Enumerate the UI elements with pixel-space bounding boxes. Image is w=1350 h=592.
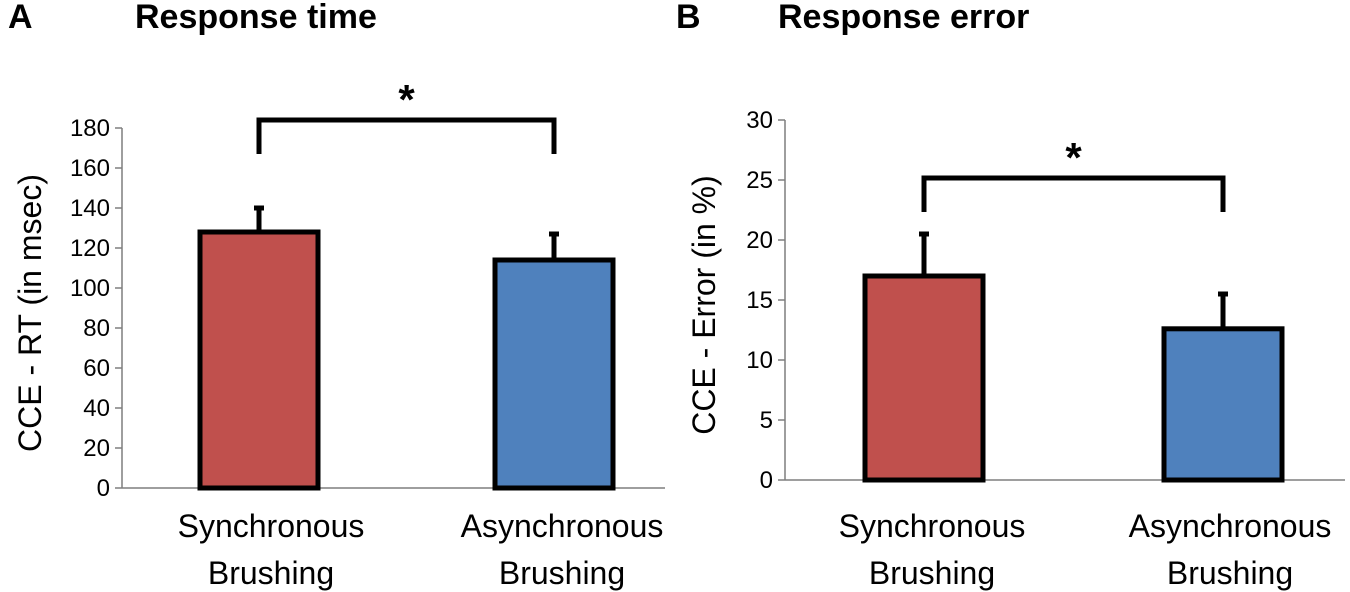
y-tick-label: 5 [760,407,773,434]
y-tick-label: 10 [746,347,773,374]
significance-star: * [1065,134,1082,181]
x-category-label-line2: Brushing [499,555,625,591]
x-category-label-line1: Asynchronous [1129,508,1332,544]
y-tick-label: 120 [70,235,110,262]
y-tick-label: 0 [760,467,773,494]
y-tick-label: 20 [746,227,773,254]
significance-star: * [398,76,415,123]
panel-letter: A [8,0,33,36]
y-tick-label: 160 [70,155,110,182]
x-category-label-line1: Synchronous [178,508,365,544]
x-category-label-line2: Brushing [869,555,995,591]
y-tick-label: 60 [83,355,110,382]
y-tick-label: 15 [746,287,773,314]
y-tick-label: 140 [70,195,110,222]
y-tick-label: 80 [83,315,110,342]
panel-letter: B [676,0,701,36]
y-axis-title: CCE - Error (in %) [686,175,722,435]
significance-bracket [256,117,557,154]
y-tick-label: 20 [83,435,110,462]
x-category-label-line1: Synchronous [839,508,1026,544]
bar-synchronous [197,229,321,491]
chart-title: Response time [135,0,377,36]
x-category-label-line2: Brushing [1167,555,1293,591]
y-tick-label: 30 [746,107,773,134]
y-tick-label: 40 [83,395,110,422]
bar-asynchronous [1161,326,1285,483]
x-category-label-line1: Asynchronous [461,508,664,544]
panel-b: B Response error 0 5 10 15 20 25 30 CCE - Error (… [676,0,1345,591]
y-tick-label: 0 [97,475,110,502]
significance-bracket [921,175,1226,212]
y-tick-label: 180 [70,115,110,142]
y-tick-label: 25 [746,167,773,194]
y-tick-label: 100 [70,275,110,302]
chart-title: Response error [778,0,1029,36]
bar-asynchronous [492,257,616,491]
panel-a: A Response time 0 20 40 60 80 100 120 140 160 180 CC… [8,0,665,591]
y-axis-title: CCE - RT (in msec) [12,174,48,452]
bar-synchronous [862,273,986,483]
x-category-label-line2: Brushing [208,555,334,591]
